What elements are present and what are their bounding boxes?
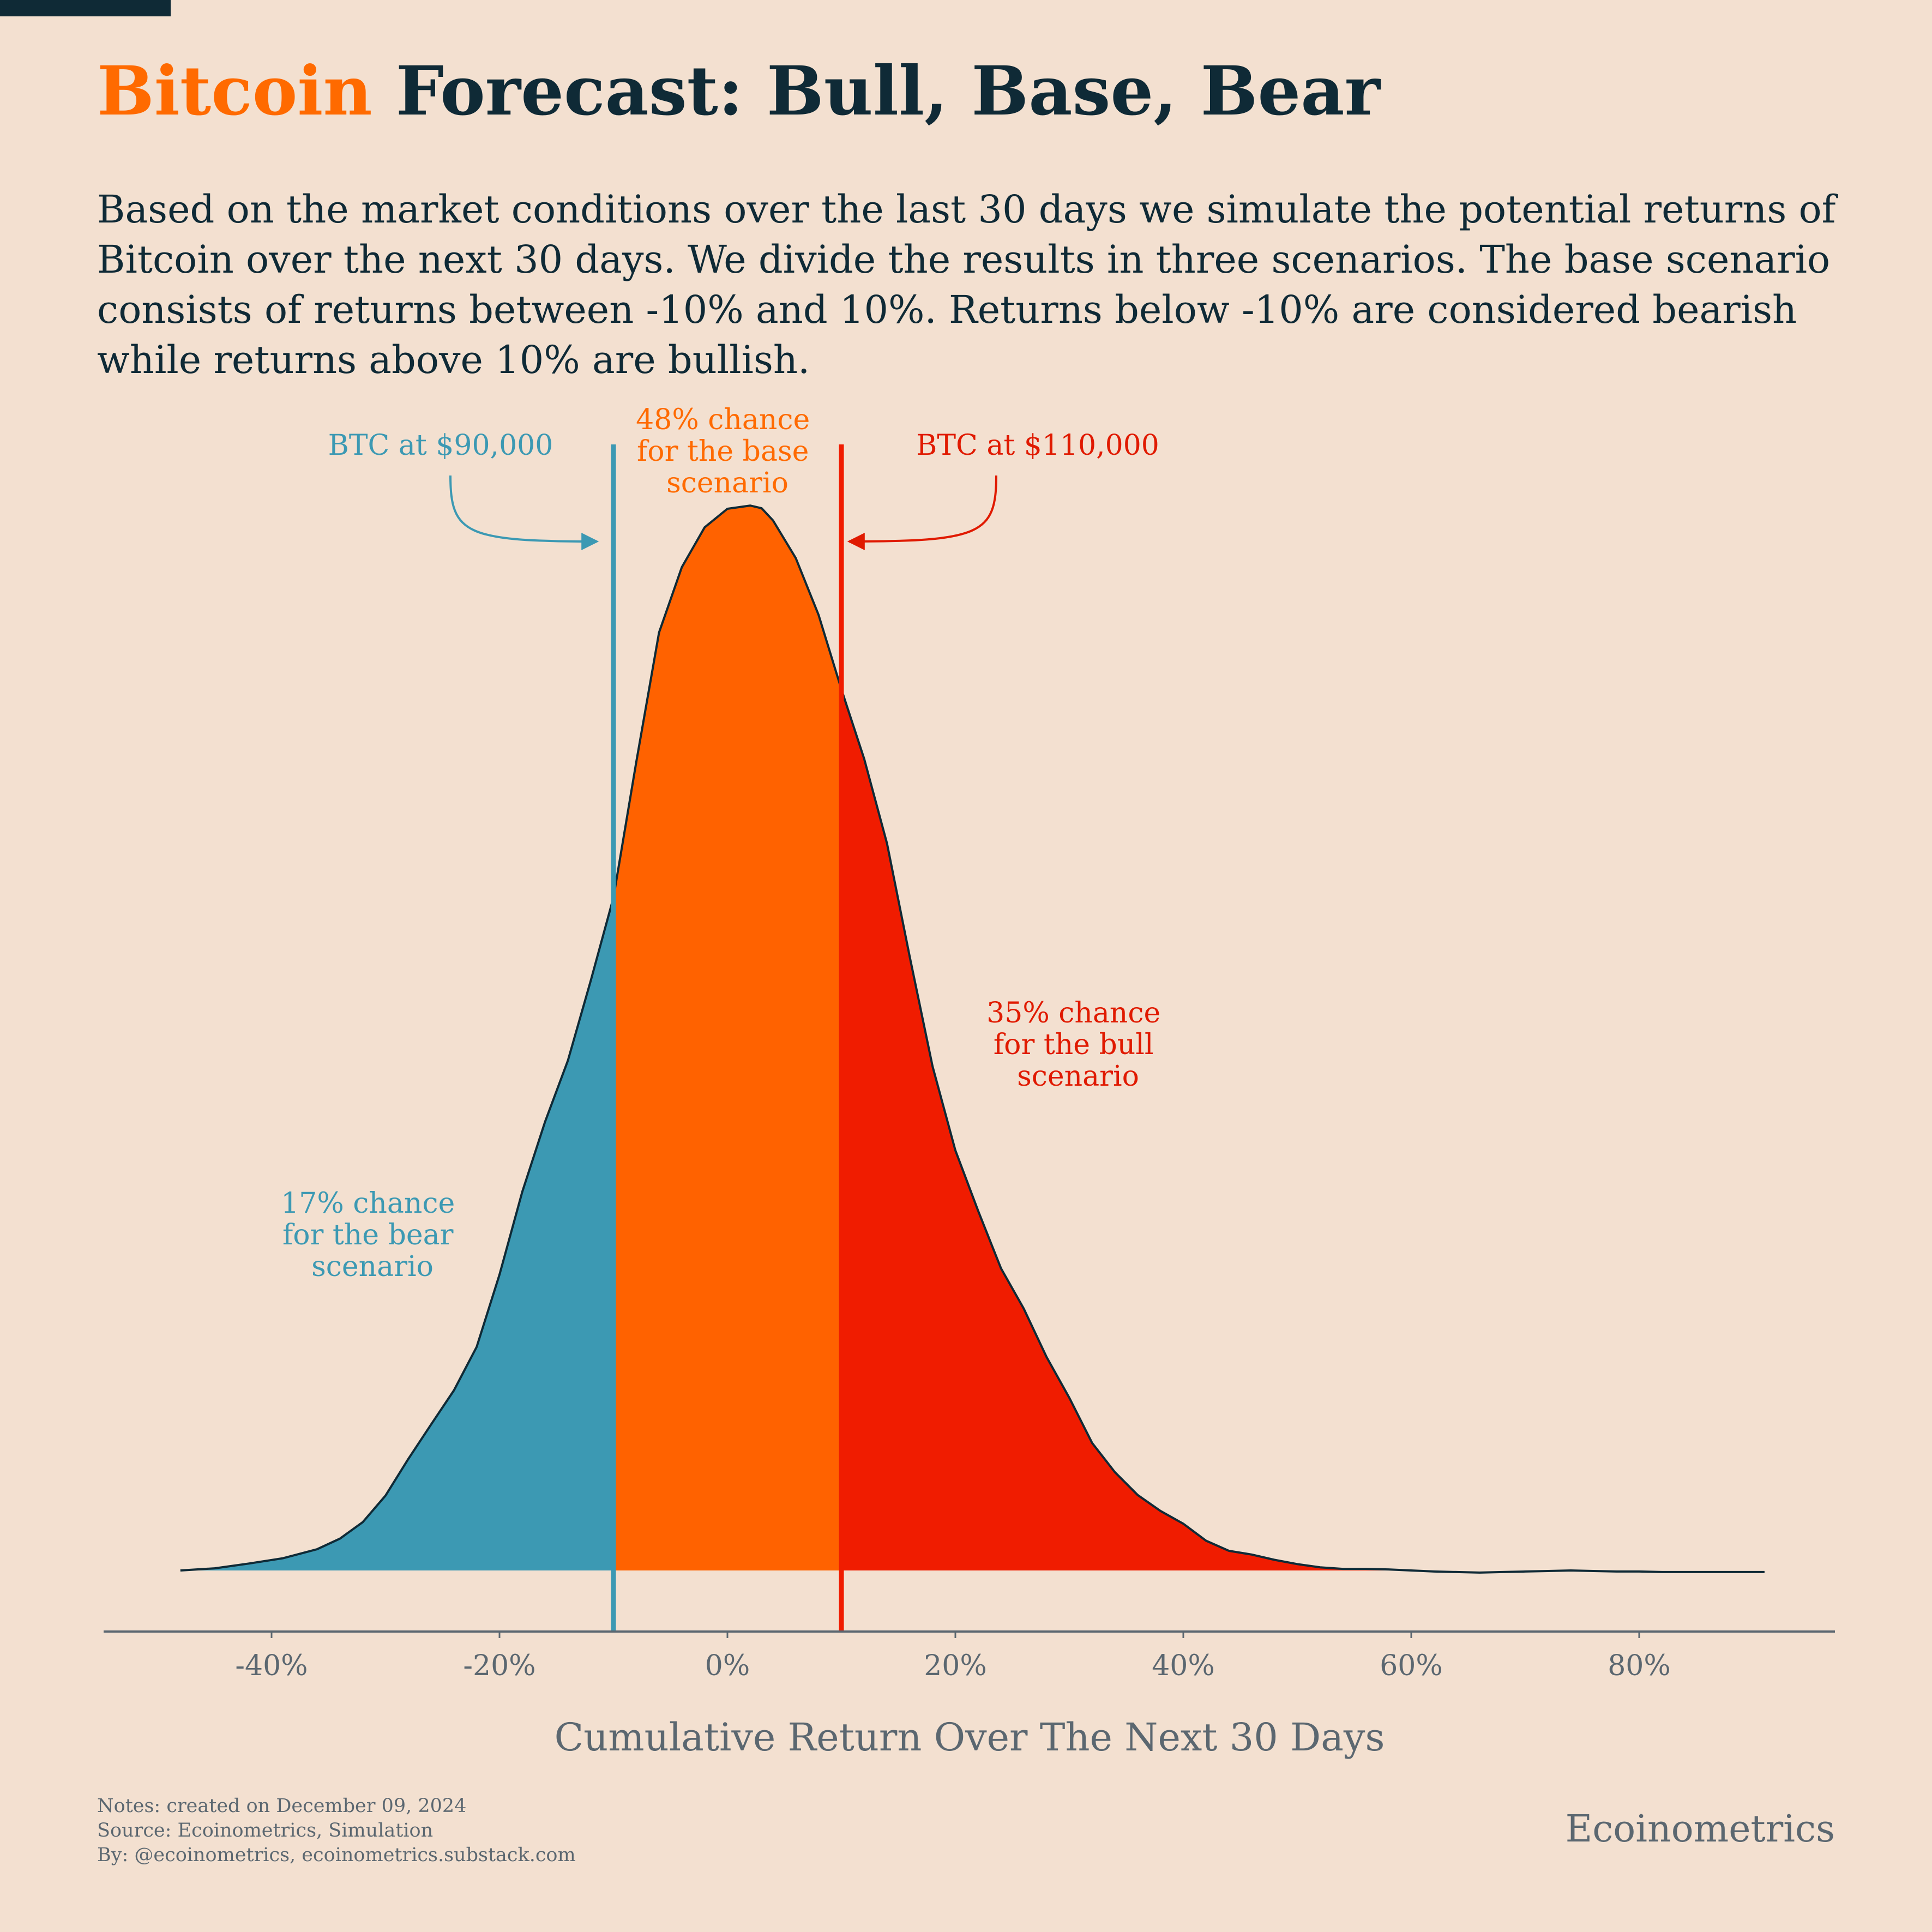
- base-chance-line: for the base: [637, 435, 809, 468]
- region-bear: [180, 897, 613, 1570]
- bull-chance-line: scenario: [1017, 1060, 1139, 1093]
- footer-notes: Notes: created on December 09, 2024 Sour…: [97, 1794, 576, 1868]
- bear-chance-label: 17% chance for the bear scenario: [281, 1187, 464, 1283]
- author-line: By: @ecoinometrics, ecoinometrics.substa…: [97, 1844, 576, 1866]
- x-axis-title: Cumulative Return Over The Next 30 Days: [555, 1715, 1385, 1760]
- bull-price-arrow: [847, 475, 997, 550]
- x-tick-label: 20%: [924, 1650, 987, 1682]
- x-tick-label: 80%: [1608, 1650, 1671, 1682]
- base-chance-line: scenario: [666, 467, 789, 499]
- chart-title: Bitcoin Forecast: Bull, Base, Bear: [97, 52, 1380, 131]
- source-line: Source: Ecoinometrics, Simulation: [97, 1820, 434, 1841]
- notes-line: Notes: created on December 09, 2024: [97, 1795, 467, 1817]
- bear-chance-line: 17% chance: [281, 1187, 455, 1220]
- corner-accent-bar: [0, 0, 171, 16]
- bull-chance-line: for the bull: [994, 1028, 1154, 1061]
- bear-price-label: BTC at $90,000: [328, 429, 553, 462]
- bull-chance-label: 35% chance for the bull scenario: [986, 997, 1170, 1093]
- bull-chance-line: 35% chance: [986, 997, 1160, 1030]
- x-tick-label: -20%: [463, 1650, 535, 1682]
- bear-chance-line: for the bear: [282, 1219, 454, 1251]
- x-tick-label: 60%: [1380, 1650, 1443, 1682]
- base-chance-label: 48% chance for the base scenario: [636, 404, 819, 499]
- region-base: [613, 505, 841, 1570]
- x-tick-label: 0%: [705, 1650, 750, 1682]
- region-bull: [841, 689, 1765, 1570]
- density-curve: [180, 504, 1765, 1574]
- brand-logo-text: Ecoinometrics: [1565, 1808, 1835, 1851]
- bear-chance-line: scenario: [311, 1250, 434, 1283]
- x-tick-label: -40%: [235, 1650, 308, 1682]
- base-chance-line: 48% chance: [636, 404, 810, 436]
- title-rest: Forecast: Bull, Base, Bear: [372, 52, 1380, 131]
- x-tick-label: 40%: [1152, 1650, 1215, 1682]
- title-accent: Bitcoin: [97, 52, 372, 131]
- bear-price-arrow: [449, 475, 599, 550]
- bull-price-label: BTC at $110,000: [916, 429, 1159, 462]
- chart-subtitle: Based on the market conditions over the …: [97, 187, 1836, 382]
